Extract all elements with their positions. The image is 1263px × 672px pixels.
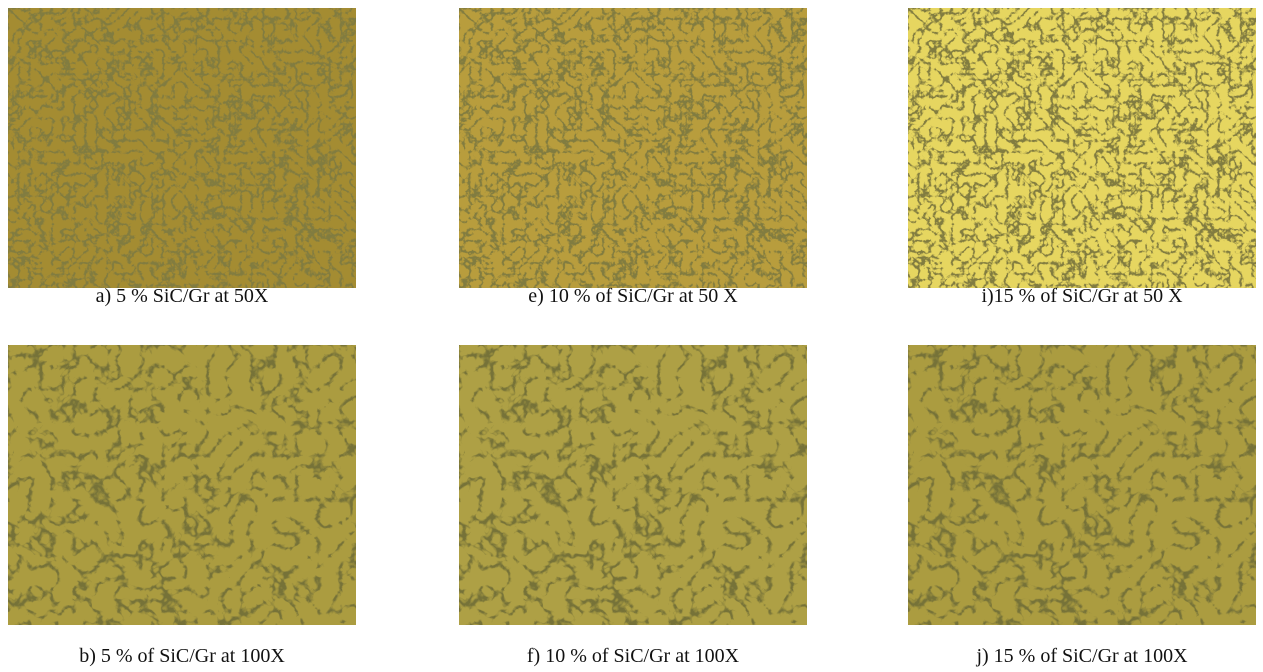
micrograph: [8, 345, 356, 625]
caption: b) 5 % of SiC/Gr at 100X: [0, 645, 392, 668]
micrograph: [459, 8, 807, 288]
micrograph: [8, 8, 356, 288]
caption: f) 10 % of SiC/Gr at 100X: [423, 645, 843, 668]
caption: i)15 % of SiC/Gr at 50 X: [872, 285, 1263, 308]
micrograph: [908, 345, 1256, 625]
caption: e) 10 % of SiC/Gr at 50 X: [423, 285, 843, 308]
micrograph: [908, 8, 1256, 288]
micrograph: [459, 345, 807, 625]
figure-page: a) 5 % SiC/Gr at 50X e) 10 % of SiC/Gr a…: [0, 0, 1263, 672]
caption: a) 5 % SiC/Gr at 50X: [0, 285, 392, 308]
caption: j) 15 % of SiC/Gr at 100X: [872, 645, 1263, 668]
